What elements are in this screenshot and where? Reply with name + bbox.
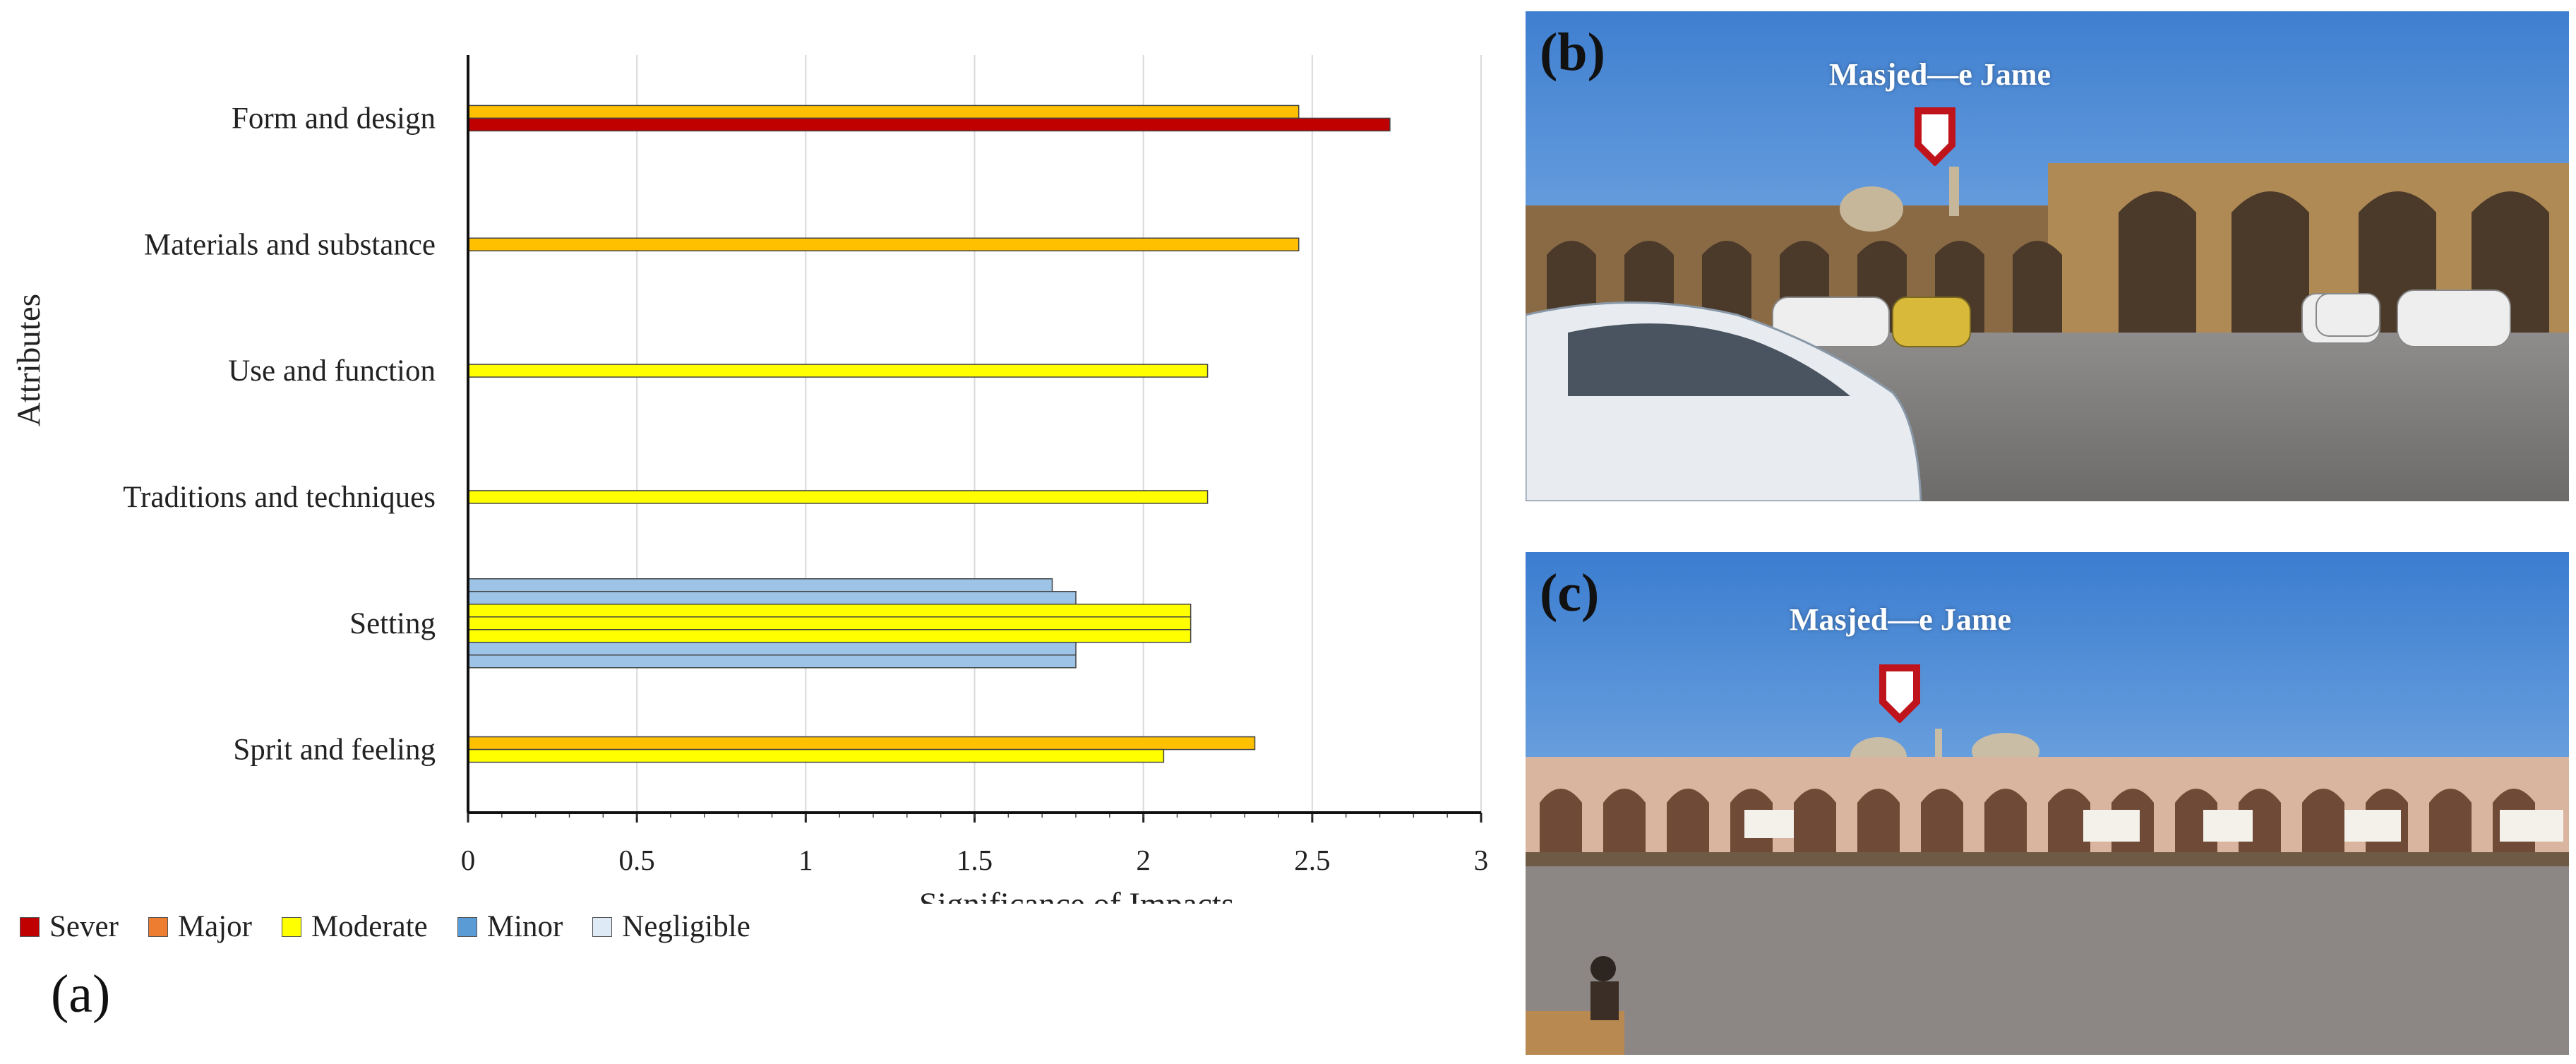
photo-c: (c) Masjed—e Jame	[1526, 552, 2569, 1055]
x-tick-label: 0.5	[619, 844, 655, 876]
impact-bar-chart: 0 0.5 1 1.5 2 2.5 3 Form and design Materials an…	[11, 55, 1488, 904]
legend-label: Negligible	[622, 910, 750, 943]
category-label: Form and design	[232, 102, 436, 135]
bazaar-photo-b	[1526, 11, 2569, 501]
legend-item: Major	[148, 909, 252, 944]
photo-b: (b) Masjed—e Jame	[1526, 11, 2569, 501]
y-axis-title: Attributes	[11, 294, 47, 426]
bar	[467, 616, 1192, 630]
panel-b-label: (b)	[1540, 23, 1605, 82]
square-photo-c	[1526, 552, 2569, 1055]
bar	[467, 591, 1077, 605]
bar	[467, 117, 1391, 132]
legend-swatch	[282, 916, 301, 937]
bars	[467, 104, 1391, 763]
bar	[467, 364, 1209, 378]
panel-a-label: (a)	[51, 964, 111, 1024]
legend-item: Minor	[457, 909, 563, 944]
x-axis-title: Significance of Impacts	[919, 886, 1234, 904]
legend-label: Moderate	[311, 910, 428, 943]
chart-legend: Sever Major Moderate Minor Negligible	[20, 909, 780, 944]
bar	[467, 104, 1300, 119]
x-tick-label: 2	[1136, 844, 1151, 876]
bar	[467, 748, 1165, 763]
legend-label: Major	[177, 910, 252, 943]
panel-c-label: (c)	[1540, 563, 1600, 623]
bar	[467, 654, 1077, 669]
legend-item: Sever	[20, 909, 119, 944]
photo-c-caption: Masjed—e Jame	[1790, 602, 2012, 637]
axes	[467, 55, 1482, 823]
legend-swatch	[457, 916, 477, 937]
bar	[467, 629, 1192, 643]
location-marker-b	[1915, 107, 1955, 166]
legend-item: Negligible	[592, 909, 750, 944]
bar	[467, 490, 1209, 504]
x-tick-label: 0	[461, 844, 476, 876]
location-marker-c	[1879, 664, 1920, 723]
x-tick-label: 1	[798, 844, 813, 876]
category-label: Sprit and feeling	[233, 734, 436, 767]
legend-swatch	[148, 916, 168, 937]
bar	[467, 642, 1077, 656]
legend-swatch	[20, 916, 40, 937]
category-label: Materials and substance	[144, 228, 436, 261]
category-label: Traditions and techniques	[123, 481, 436, 514]
legend-item: Moderate	[282, 909, 428, 944]
gridlines	[636, 55, 1482, 813]
x-tick-label: 3	[1474, 844, 1489, 876]
category-label: Use and function	[228, 354, 436, 388]
bar	[467, 237, 1300, 251]
legend-label: Sever	[49, 910, 119, 943]
bar	[467, 578, 1053, 592]
legend-label: Minor	[486, 910, 563, 943]
photo-b-caption: Masjed—e Jame	[1829, 57, 2051, 92]
category-label: Setting	[349, 607, 436, 640]
labels: 0 0.5 1 1.5 2 2.5 3 Form and design Materials an…	[11, 102, 1488, 904]
legend-swatch	[592, 916, 613, 937]
bar	[467, 736, 1256, 751]
x-tick-label: 1.5	[957, 844, 993, 876]
bar	[467, 604, 1192, 618]
x-tick-label: 2.5	[1294, 844, 1330, 876]
